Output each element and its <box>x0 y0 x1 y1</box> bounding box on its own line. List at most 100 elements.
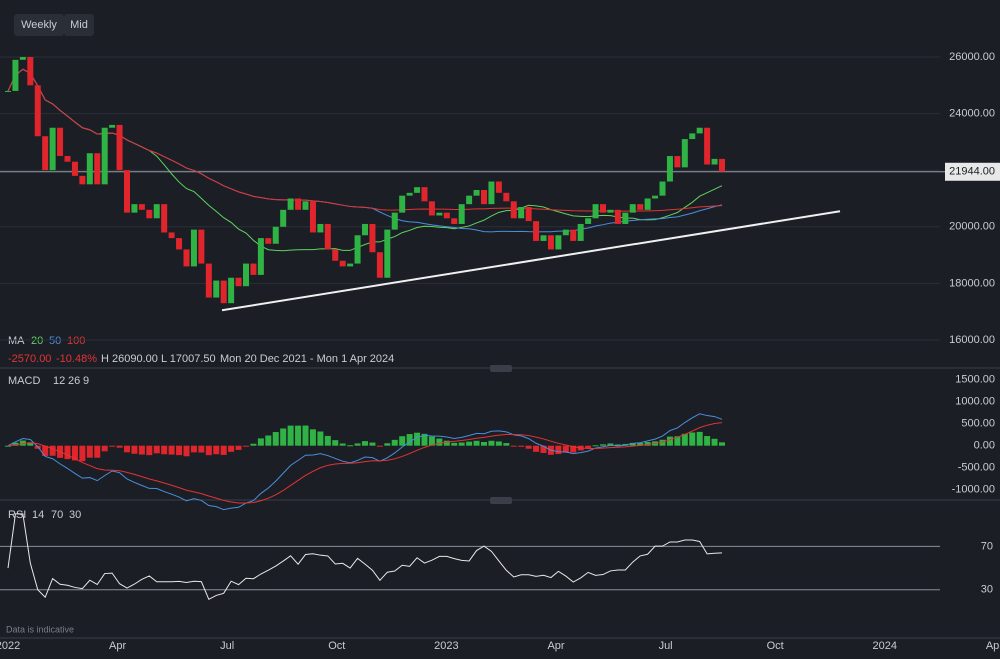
macd-histogram <box>488 440 495 446</box>
macd-histogram <box>324 435 331 446</box>
candle <box>592 204 599 219</box>
macd-histogram <box>458 442 465 446</box>
x-tick-label: Apr <box>109 640 126 652</box>
x-tick-label: 2023 <box>434 640 458 652</box>
candle <box>12 59 19 91</box>
macd-histogram <box>19 440 26 446</box>
macd-histogram <box>555 445 562 455</box>
candle <box>510 201 517 219</box>
candle <box>153 204 160 219</box>
macd-histogram <box>428 436 435 446</box>
x-tick-label: Apr <box>986 640 1000 652</box>
candle <box>369 223 376 253</box>
macd-histogram <box>362 441 368 446</box>
macd-histogram <box>503 443 510 446</box>
candle <box>205 263 212 298</box>
candle <box>27 56 34 86</box>
candle <box>414 187 421 193</box>
candle <box>607 209 614 213</box>
candle <box>71 161 78 176</box>
macd-histogram <box>153 445 160 454</box>
candle <box>540 235 547 241</box>
macd-histogram <box>116 445 123 448</box>
macd-histogram <box>570 445 577 453</box>
candle <box>272 226 279 244</box>
candle <box>644 198 651 210</box>
candle <box>547 235 554 250</box>
candle <box>109 124 116 128</box>
macd-histogram <box>220 445 227 455</box>
candle <box>295 198 302 210</box>
y-tick-label: 16000.00 <box>949 334 995 346</box>
macd-histogram <box>495 441 502 446</box>
timeframe-label: Weekly <box>21 19 57 31</box>
macd-histogram <box>666 436 673 446</box>
macd-histogram <box>27 442 34 446</box>
macd-histogram <box>295 425 302 446</box>
candle <box>555 235 562 250</box>
candle <box>443 212 450 219</box>
candle <box>406 192 413 196</box>
macd-histogram <box>421 433 428 446</box>
macd-histogram <box>481 442 487 446</box>
macd-histogram <box>466 441 473 446</box>
macd-histogram <box>339 443 346 446</box>
candle <box>481 189 487 205</box>
macd-histogram <box>354 443 361 446</box>
rsi-line <box>7 513 723 601</box>
macd-line <box>7 413 723 511</box>
x-tick-label: Apr <box>547 640 564 652</box>
macd-param: 12 <box>53 375 65 387</box>
candle <box>332 249 339 261</box>
macd-histogram <box>79 445 86 462</box>
signal-line <box>7 422 723 504</box>
macd-histogram <box>12 442 19 446</box>
rsi-param: 14 <box>32 509 44 521</box>
change: -2570.00 <box>8 353 51 365</box>
macd-histogram <box>168 445 175 455</box>
x-tick-label: Oct <box>328 640 345 652</box>
y-tick-label: 20000.00 <box>949 221 995 233</box>
macd-histogram <box>198 445 205 453</box>
macd-histogram <box>280 428 287 446</box>
macd-label: MACD <box>8 375 40 387</box>
macd-param: 26 <box>68 375 80 387</box>
macd-histogram <box>235 445 242 450</box>
candle <box>49 127 56 171</box>
candle <box>265 238 272 244</box>
price-type-button[interactable] <box>64 14 94 36</box>
macd-histogram <box>436 438 443 446</box>
ma-period: 50 <box>49 335 61 347</box>
macd-histogram <box>332 440 339 446</box>
panel-resize-handle[interactable] <box>490 365 512 372</box>
candle <box>376 252 383 278</box>
candle <box>198 229 205 264</box>
candle <box>362 223 368 236</box>
candle <box>257 238 264 275</box>
candle <box>354 235 361 264</box>
candle <box>302 201 309 210</box>
candle <box>704 127 711 165</box>
candle <box>183 249 190 267</box>
y-tick-label: 500.00 <box>961 418 995 430</box>
trendline <box>221 210 841 312</box>
candle <box>495 181 502 193</box>
macd-param: 9 <box>83 375 89 387</box>
y-tick-label: 26000.00 <box>949 51 995 63</box>
candle <box>42 136 49 171</box>
macd-histogram <box>146 445 153 456</box>
macd-histogram <box>272 432 279 446</box>
timeframe-button[interactable] <box>14 14 64 36</box>
candle <box>399 195 406 213</box>
macd-histogram <box>205 445 212 456</box>
ma-period: 100 <box>67 335 85 347</box>
candle <box>131 204 138 213</box>
candle <box>696 127 703 134</box>
candle <box>64 156 71 162</box>
y-tick-label: 24000.00 <box>949 107 995 119</box>
candle <box>309 201 316 233</box>
candle <box>124 170 130 213</box>
panel-resize-handle[interactable] <box>490 497 512 504</box>
macd-histogram <box>287 425 294 446</box>
candle <box>600 204 606 213</box>
